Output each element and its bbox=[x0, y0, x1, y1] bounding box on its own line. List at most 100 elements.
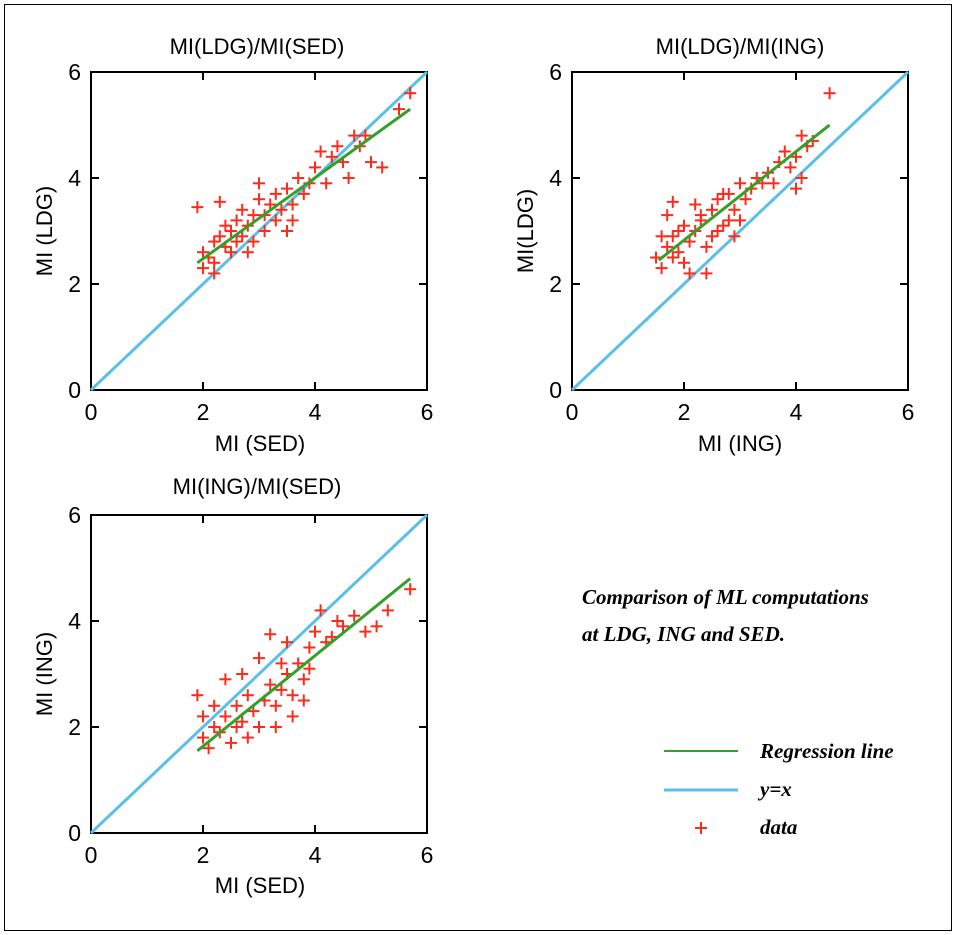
data-point bbox=[672, 246, 685, 259]
data-point bbox=[286, 710, 299, 723]
legend: Regression line y=x data bbox=[664, 739, 894, 839]
data-point bbox=[264, 628, 277, 641]
data-point bbox=[376, 161, 389, 174]
x-tick-label: 2 bbox=[197, 399, 210, 425]
panel-ldg-vs-sed: MI(LDG)/MI(SED) MI (SED) MI (LDG) 0 2 4 6 0 2… bbox=[32, 34, 433, 456]
data-point bbox=[706, 203, 718, 216]
y-tick-label: 4 bbox=[68, 165, 81, 191]
x-tick-label: 0 bbox=[85, 399, 98, 425]
data-point bbox=[225, 736, 237, 749]
data-point bbox=[281, 225, 293, 237]
data-point bbox=[253, 652, 265, 665]
data-point bbox=[241, 731, 254, 744]
data-point bbox=[728, 203, 741, 216]
data-point bbox=[689, 198, 702, 211]
identity-line bbox=[89, 513, 429, 835]
legend-identity-label: y=x bbox=[757, 777, 792, 801]
x-tick-label: 2 bbox=[678, 399, 691, 425]
x-tick-label: 4 bbox=[790, 399, 803, 425]
data-point bbox=[292, 172, 305, 184]
data-point bbox=[230, 721, 243, 733]
data-point bbox=[666, 251, 679, 264]
data-point bbox=[219, 673, 232, 686]
identity-line bbox=[570, 70, 910, 392]
data-point bbox=[297, 694, 310, 707]
data-point bbox=[381, 604, 394, 617]
data-point bbox=[404, 583, 417, 596]
data-point bbox=[219, 219, 232, 232]
data-point bbox=[359, 625, 372, 638]
data-point bbox=[314, 604, 327, 617]
data-point bbox=[213, 230, 226, 243]
figure-frame bbox=[4, 4, 952, 931]
data-point bbox=[342, 172, 355, 184]
data-point bbox=[320, 177, 333, 190]
regression-line bbox=[196, 107, 412, 265]
data-point bbox=[717, 187, 730, 200]
series-layer bbox=[89, 70, 429, 392]
caption-line-1: Comparison of ML computations bbox=[582, 585, 869, 609]
data-point bbox=[219, 710, 232, 723]
regression-line bbox=[196, 577, 412, 753]
plot-area bbox=[90, 514, 428, 834]
ticks: 0 2 4 6 0 2 4 6 bbox=[68, 502, 433, 868]
y-tick-label: 4 bbox=[68, 608, 81, 634]
data-point bbox=[225, 225, 237, 237]
series-layer bbox=[570, 70, 910, 392]
data-point bbox=[655, 262, 668, 275]
data-point bbox=[208, 256, 221, 269]
data-point bbox=[694, 209, 707, 222]
x-tick-label: 0 bbox=[85, 842, 98, 868]
data-point bbox=[790, 182, 802, 195]
data-point bbox=[348, 609, 361, 622]
y-tick-label: 2 bbox=[68, 714, 81, 740]
x-tick-label: 6 bbox=[421, 842, 434, 868]
data-point bbox=[236, 230, 249, 243]
plot-area bbox=[571, 71, 909, 391]
panel-ing-vs-sed: MI(ING)/MI(SED) MI (SED) MI (ING) 0 2 4 6 0 2… bbox=[32, 474, 433, 898]
y-tick-label: 0 bbox=[68, 377, 81, 403]
data-point bbox=[197, 710, 209, 723]
data-point bbox=[297, 673, 310, 686]
data-point bbox=[253, 721, 265, 733]
data-point bbox=[666, 230, 679, 243]
data-point bbox=[393, 103, 405, 116]
data-point bbox=[286, 214, 299, 227]
x-axis-label: MI (SED) bbox=[215, 873, 305, 898]
data-point bbox=[191, 689, 204, 702]
y-tick-label: 6 bbox=[68, 502, 81, 528]
data-point bbox=[700, 240, 713, 253]
data-point bbox=[208, 699, 221, 712]
data-point bbox=[309, 625, 321, 638]
data-point bbox=[655, 230, 668, 243]
y-tick-label: 2 bbox=[68, 271, 81, 297]
plot-area bbox=[90, 71, 428, 391]
data-point bbox=[728, 230, 741, 243]
legend-data-label: data bbox=[760, 815, 797, 839]
x-axis-label: MI (ING) bbox=[698, 431, 782, 456]
data-point bbox=[236, 715, 249, 728]
data-point bbox=[281, 636, 293, 649]
x-tick-label: 6 bbox=[902, 399, 915, 425]
data-point bbox=[258, 225, 271, 237]
data-point bbox=[264, 678, 277, 691]
ticks: 0 2 4 6 0 2 4 6 bbox=[549, 59, 914, 425]
legend-regression-label: Regression line bbox=[759, 739, 894, 763]
panel-title: MI(LDG)/MI(ING) bbox=[656, 34, 825, 59]
data-point bbox=[286, 198, 299, 211]
data-point bbox=[197, 262, 209, 275]
data-point bbox=[309, 161, 321, 174]
data-point bbox=[778, 145, 791, 158]
data-point bbox=[236, 668, 249, 680]
y-axis-label: MI (ING) bbox=[32, 632, 57, 716]
data-point bbox=[253, 177, 265, 190]
data-point bbox=[208, 235, 221, 248]
data-point bbox=[365, 156, 377, 169]
data-point bbox=[661, 209, 674, 222]
data-point bbox=[784, 161, 797, 174]
legend-data-marker bbox=[695, 822, 707, 834]
data-point bbox=[739, 193, 752, 206]
data-point bbox=[213, 195, 226, 208]
data-point bbox=[197, 246, 209, 259]
